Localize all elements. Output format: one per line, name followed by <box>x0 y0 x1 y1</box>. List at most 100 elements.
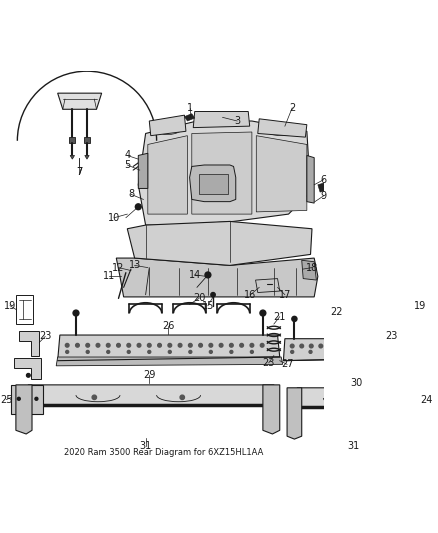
Text: 2020 Ram 3500 Rear Diagram for 6XZ15HL1AA: 2020 Ram 3500 Rear Diagram for 6XZ15HL1A… <box>64 448 263 457</box>
Text: 31: 31 <box>139 441 152 451</box>
Polygon shape <box>318 183 327 192</box>
Circle shape <box>86 343 89 347</box>
Text: 30: 30 <box>350 378 363 387</box>
Polygon shape <box>192 132 252 214</box>
Text: 15: 15 <box>202 301 214 311</box>
Circle shape <box>260 343 264 347</box>
Circle shape <box>374 317 379 321</box>
Circle shape <box>92 395 96 400</box>
Circle shape <box>309 350 312 353</box>
Circle shape <box>117 343 120 347</box>
Text: 31: 31 <box>347 441 359 451</box>
Circle shape <box>338 344 342 348</box>
Text: 27: 27 <box>281 359 293 369</box>
Polygon shape <box>138 121 311 225</box>
Text: 22: 22 <box>330 306 343 317</box>
Circle shape <box>137 343 141 347</box>
Circle shape <box>290 344 294 348</box>
Circle shape <box>347 344 351 348</box>
Circle shape <box>327 350 330 353</box>
Polygon shape <box>258 119 307 137</box>
Text: 14: 14 <box>189 270 201 280</box>
Polygon shape <box>58 93 102 109</box>
Text: 3: 3 <box>234 116 240 126</box>
Polygon shape <box>127 221 312 265</box>
Circle shape <box>292 317 297 321</box>
Circle shape <box>188 343 192 347</box>
Text: 12: 12 <box>112 263 125 272</box>
Circle shape <box>199 343 202 347</box>
Text: 23: 23 <box>385 332 397 342</box>
Text: 4: 4 <box>124 150 131 160</box>
Text: 19: 19 <box>4 301 16 311</box>
Circle shape <box>168 350 171 353</box>
Circle shape <box>35 397 38 400</box>
Text: 9: 9 <box>321 191 327 201</box>
Circle shape <box>328 344 332 348</box>
Text: 18: 18 <box>306 263 318 272</box>
Circle shape <box>357 344 361 348</box>
Circle shape <box>230 343 233 347</box>
Polygon shape <box>84 137 90 143</box>
Polygon shape <box>149 115 186 136</box>
Polygon shape <box>58 335 280 361</box>
Text: 26: 26 <box>162 321 174 331</box>
Polygon shape <box>395 385 417 419</box>
Circle shape <box>66 350 69 353</box>
Circle shape <box>209 350 212 353</box>
Text: 17: 17 <box>279 290 291 300</box>
Text: 5: 5 <box>124 160 131 170</box>
Circle shape <box>96 343 100 347</box>
Circle shape <box>148 343 151 347</box>
Text: 23: 23 <box>262 358 275 368</box>
Circle shape <box>27 374 30 377</box>
Polygon shape <box>296 388 418 407</box>
Polygon shape <box>19 332 39 356</box>
Circle shape <box>178 343 182 347</box>
Circle shape <box>107 350 110 353</box>
Text: 7: 7 <box>76 167 82 176</box>
Circle shape <box>309 344 313 348</box>
Circle shape <box>410 400 413 402</box>
Polygon shape <box>69 137 75 143</box>
Text: 24: 24 <box>420 394 432 405</box>
Circle shape <box>205 272 211 278</box>
Polygon shape <box>85 156 89 159</box>
Polygon shape <box>70 156 74 159</box>
Polygon shape <box>406 388 420 439</box>
Polygon shape <box>283 338 385 361</box>
Polygon shape <box>138 154 148 189</box>
Circle shape <box>86 350 89 353</box>
Text: 23: 23 <box>39 332 51 342</box>
Polygon shape <box>395 332 413 356</box>
Polygon shape <box>256 136 307 212</box>
Text: 8: 8 <box>128 189 134 199</box>
Polygon shape <box>16 385 32 434</box>
Circle shape <box>240 343 244 347</box>
Circle shape <box>73 310 79 316</box>
Circle shape <box>399 400 401 402</box>
Text: 21: 21 <box>274 312 286 322</box>
Polygon shape <box>397 359 415 379</box>
Polygon shape <box>190 165 236 201</box>
Circle shape <box>367 344 370 348</box>
Text: 7: 7 <box>76 167 82 176</box>
Circle shape <box>127 350 130 353</box>
Text: 11: 11 <box>103 271 115 281</box>
Circle shape <box>148 350 151 353</box>
Text: 13: 13 <box>128 261 141 270</box>
Circle shape <box>260 310 266 316</box>
Circle shape <box>127 343 131 347</box>
Text: 19: 19 <box>414 301 427 311</box>
Circle shape <box>168 343 172 347</box>
Circle shape <box>158 343 161 347</box>
Text: 1: 1 <box>187 103 193 113</box>
Circle shape <box>18 397 20 400</box>
Polygon shape <box>148 136 187 214</box>
Circle shape <box>211 293 215 297</box>
Polygon shape <box>56 357 283 366</box>
Polygon shape <box>302 260 316 280</box>
Circle shape <box>219 343 223 347</box>
Circle shape <box>319 344 323 348</box>
Text: 20: 20 <box>193 293 205 303</box>
